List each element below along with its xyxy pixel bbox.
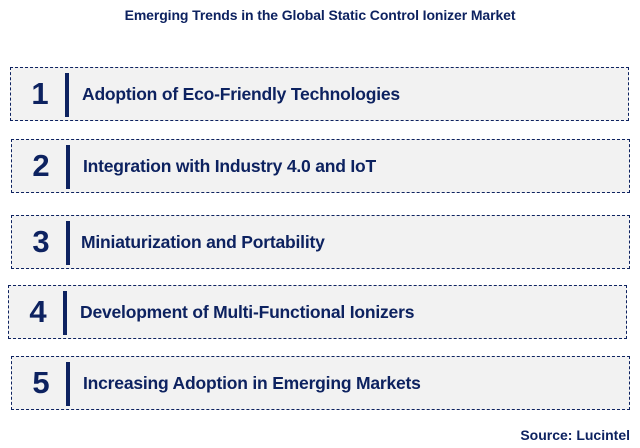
trend-label: Increasing Adoption in Emerging Markets (83, 372, 421, 393)
trend-item-3: 3 Miniaturization and Portability (11, 215, 630, 269)
trend-label: Development of Multi-Functional Ionizers (80, 301, 415, 322)
divider-bar (65, 73, 69, 117)
trend-item-1: 1 Adoption of Eco-Friendly Technologies (10, 67, 629, 121)
divider-bar (66, 221, 70, 265)
trend-item-4: 4 Development of Multi-Functional Ionize… (8, 285, 627, 339)
trend-label: Miniaturization and Portability (81, 231, 325, 252)
trend-label: Adoption of Eco-Friendly Technologies (82, 83, 400, 104)
trend-number: 1 (31, 76, 49, 111)
divider-bar (66, 362, 70, 406)
trend-number: 5 (32, 365, 50, 400)
diagram-title: Emerging Trends in the Global Static Con… (124, 7, 516, 23)
divider-bar (66, 145, 70, 189)
source-credit: Source: Lucintel (520, 427, 630, 443)
trend-label: Integration with Industry 4.0 and IoT (83, 155, 377, 176)
trend-number: 4 (29, 294, 47, 329)
trend-number: 2 (32, 148, 50, 183)
trend-number: 3 (32, 224, 50, 259)
trend-item-5: 5 Increasing Adoption in Emerging Market… (11, 356, 630, 410)
trend-item-2: 2 Integration with Industry 4.0 and IoT (11, 139, 630, 193)
divider-bar (63, 291, 67, 335)
